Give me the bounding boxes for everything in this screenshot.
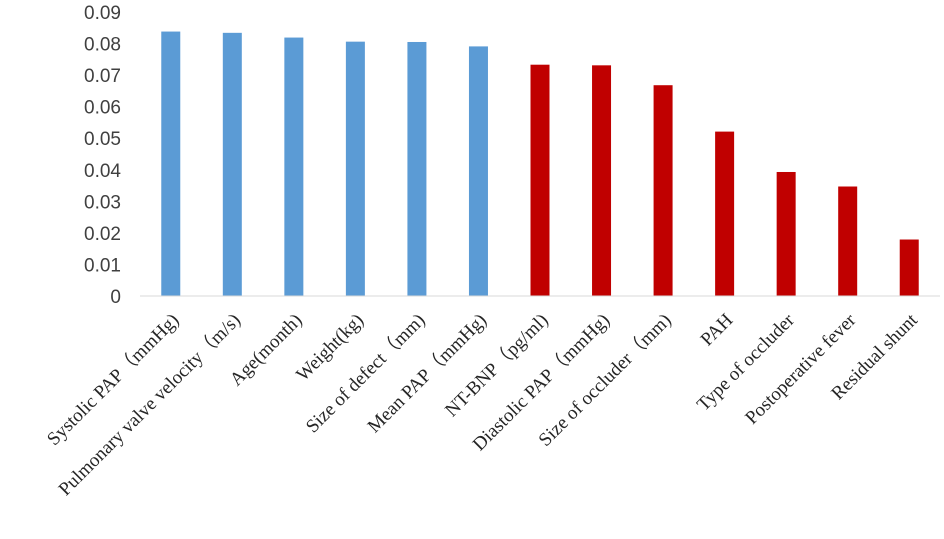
bar — [161, 31, 181, 297]
bar — [222, 32, 242, 296]
bar — [407, 41, 427, 297]
y-tick-label: 0.06 — [84, 98, 121, 119]
bars — [161, 31, 919, 297]
bar — [284, 37, 304, 297]
x-tick-label: Size of defect（mm) — [301, 309, 429, 437]
y-tick-label: 0.05 — [84, 129, 121, 150]
y-tick-label: 0.01 — [84, 255, 121, 276]
x-tick-label: Mean PAP（mmHg) — [363, 309, 491, 437]
x-tick-label: PAH — [697, 310, 738, 351]
x-tick-label: Postoperative fever — [741, 309, 860, 428]
y-tick-label: 0.02 — [84, 224, 121, 245]
x-tick-label: NT-BNP（pg/ml) — [441, 309, 553, 421]
y-axis: 0 0.01 0.02 0.03 0.04 0.05 0.06 0.07 0.08 0.09 — [84, 3, 121, 308]
y-tick-label: 0.07 — [84, 66, 121, 87]
bar — [468, 46, 488, 297]
y-tick-label: 0 — [110, 287, 121, 308]
bar — [715, 131, 735, 296]
bar — [899, 239, 919, 296]
bar — [592, 65, 612, 296]
y-tick-label: 0.08 — [84, 35, 121, 56]
bar — [776, 171, 796, 296]
bar — [653, 85, 673, 297]
y-tick-label: 0.09 — [84, 3, 121, 24]
bar — [530, 64, 550, 296]
y-tick-label: 0.03 — [84, 192, 121, 213]
bar — [345, 41, 365, 296]
y-tick-label: 0.04 — [84, 161, 121, 182]
x-axis: Systolic PAP（mmHg)Pulmonary valve veloci… — [43, 309, 923, 500]
bar — [838, 186, 858, 296]
